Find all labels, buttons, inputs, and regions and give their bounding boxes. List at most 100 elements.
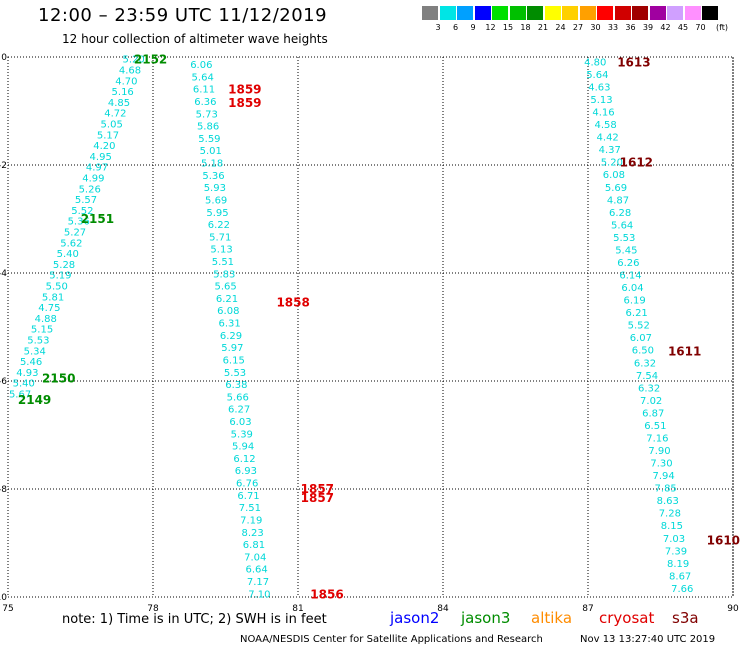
wave-height-label: 4.87 bbox=[607, 195, 629, 206]
legend-label: 24 bbox=[555, 23, 566, 32]
wave-height-label: 5.86 bbox=[197, 122, 219, 133]
y-tick-label: -2 bbox=[0, 161, 7, 171]
wave-height-label: 5.64 bbox=[611, 220, 633, 231]
y-tick-label: -6 bbox=[0, 377, 7, 387]
wave-height-label: 7.02 bbox=[640, 396, 662, 407]
wave-height-label: 8.23 bbox=[241, 528, 263, 539]
legend-swatch bbox=[527, 6, 543, 20]
wave-height-label: 6.14 bbox=[619, 271, 641, 282]
legend-swatch bbox=[544, 6, 561, 20]
footer-note: note: 1) Time is in UTC; 2) SWH is in fe… bbox=[62, 612, 327, 627]
wave-height-label: 4.16 bbox=[592, 108, 614, 119]
legend-swatch bbox=[597, 6, 613, 20]
wave-height-label: 4.63 bbox=[588, 82, 610, 93]
wave-height-label: 6.03 bbox=[229, 417, 251, 428]
wave-height-label: 4.97 bbox=[86, 163, 108, 174]
wave-height-label: 5.01 bbox=[200, 146, 222, 157]
time-label: 2152 bbox=[134, 53, 167, 67]
wave-height-label: 4.70 bbox=[115, 76, 137, 87]
legend-swatch bbox=[457, 6, 473, 20]
satellite-label: altika bbox=[531, 609, 573, 627]
time-label: 1613 bbox=[617, 55, 650, 69]
legend-swatch bbox=[632, 6, 648, 20]
wave-height-label: 6.51 bbox=[644, 421, 666, 432]
wave-height-label: 4.20 bbox=[93, 141, 115, 152]
wave-height-label: 4.37 bbox=[599, 145, 621, 156]
wave-height-label: 5.15 bbox=[31, 325, 53, 336]
wave-height-label: 6.26 bbox=[617, 258, 639, 269]
legend-swatch bbox=[509, 6, 526, 20]
time-label: 1611 bbox=[668, 344, 701, 358]
time-label: 1857 bbox=[301, 482, 334, 496]
wave-height-label: 6.08 bbox=[603, 170, 625, 181]
wave-height-label: 4.99 bbox=[82, 174, 104, 185]
legend-label: 18 bbox=[520, 23, 531, 32]
wave-height-label: 6.22 bbox=[208, 220, 230, 231]
wave-height-label: 5.64 bbox=[586, 70, 608, 81]
legend-swatch bbox=[614, 6, 631, 20]
wave-height-label: 7.03 bbox=[663, 534, 685, 545]
wave-height-label: 5.19 bbox=[49, 271, 71, 282]
wave-height-label: 8.15 bbox=[661, 521, 683, 532]
time-label: 1857 bbox=[301, 491, 334, 505]
wave-height-label: 6.36 bbox=[194, 97, 216, 108]
wave-height-label: 7.66 bbox=[671, 584, 693, 595]
wave-height-label: 6.28 bbox=[609, 208, 631, 219]
wave-height-label: 6.21 bbox=[216, 294, 238, 305]
legend-swatch bbox=[649, 6, 666, 20]
wave-height-label: 7.85 bbox=[655, 484, 677, 495]
legend-label: 70 bbox=[695, 23, 706, 32]
legend-label: 42 bbox=[660, 23, 671, 32]
wave-height-label: 4.68 bbox=[119, 66, 141, 77]
x-tick-label: 90 bbox=[727, 604, 739, 614]
wave-height-label: 5.27 bbox=[64, 228, 86, 239]
wave-height-label: 6.29 bbox=[220, 331, 242, 342]
wave-height-label: 6.27 bbox=[228, 405, 250, 416]
wave-height-label: 5.69 bbox=[605, 183, 627, 194]
wave-height-label: 4.88 bbox=[35, 314, 57, 325]
wave-height-label: 7.94 bbox=[652, 471, 674, 482]
wave-height-label: 5.13 bbox=[210, 245, 232, 256]
wave-height-label: 5.17 bbox=[97, 130, 119, 141]
wave-height-label: 5.64 bbox=[192, 72, 214, 83]
legend-label: 36 bbox=[625, 23, 636, 32]
wave-height-label: 5.66 bbox=[227, 392, 249, 403]
wave-height-label: 5.50 bbox=[46, 282, 68, 293]
wave-height-label: 4.85 bbox=[108, 98, 130, 109]
legend-swatch bbox=[684, 6, 701, 20]
satellite-label: jason3 bbox=[461, 609, 511, 627]
wave-height-label: 5.67 bbox=[9, 390, 31, 401]
legend-label: 21 bbox=[537, 23, 549, 32]
wave-height-label: 5.62 bbox=[60, 238, 82, 249]
wave-height-label: 8.67 bbox=[669, 571, 691, 582]
footer-generated: Nov 13 13:27:40 UTC 2019 bbox=[580, 634, 716, 645]
wave-height-label: 5.71 bbox=[209, 232, 231, 243]
x-tick-label: 87 bbox=[582, 604, 593, 614]
wave-height-label: 5.34 bbox=[24, 346, 46, 357]
wave-height-label: 5.53 bbox=[224, 368, 246, 379]
legend-label: 39 bbox=[642, 23, 654, 32]
wave-height-label: 5.65 bbox=[214, 282, 236, 293]
wave-height-label: 6.07 bbox=[630, 333, 652, 344]
wave-height-label: 4.95 bbox=[90, 152, 112, 163]
wave-height-label: 6.81 bbox=[243, 540, 265, 551]
time-label: 2151 bbox=[81, 212, 114, 226]
wave-height-label: 5.73 bbox=[196, 109, 218, 120]
time-label: 1610 bbox=[707, 533, 740, 547]
legend-swatch bbox=[492, 6, 508, 20]
wave-height-label: 6.31 bbox=[219, 319, 241, 330]
time-label: 1858 bbox=[276, 296, 309, 310]
time-label: 1859 bbox=[228, 96, 261, 110]
legend-unit: (ft) bbox=[716, 23, 729, 32]
x-tick-label: 84 bbox=[437, 604, 449, 614]
time-label: 2149 bbox=[18, 393, 51, 407]
wave-height-label: 4.42 bbox=[597, 133, 619, 144]
wave-height-label: 7.54 bbox=[636, 371, 658, 382]
wave-height-label: 6.21 bbox=[626, 308, 648, 319]
wave-height-label: 6.04 bbox=[621, 283, 643, 294]
time-label: 1856 bbox=[310, 587, 343, 601]
wave-height-label: 5.40 bbox=[13, 379, 35, 390]
wave-height-label: 7.17 bbox=[247, 577, 269, 588]
wave-height-label: 5.13 bbox=[590, 95, 612, 106]
